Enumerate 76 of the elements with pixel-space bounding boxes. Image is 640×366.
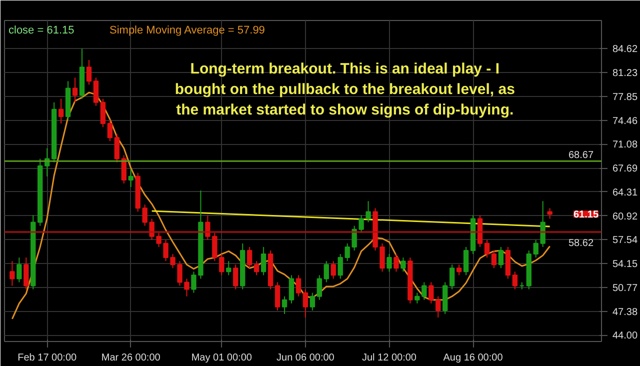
candlestick — [344, 242, 350, 262]
candlestick — [121, 154, 126, 184]
annotation: Long-term breakout. This is an ideal play - I bought on the pullback to the breakout level, as the market started to show signs of dip-buying. — [174, 60, 515, 118]
candlestick — [246, 246, 252, 269]
y-tick-label: 64.31 — [612, 187, 638, 198]
candlestick — [463, 246, 469, 276]
candlestick — [436, 296, 441, 318]
candlestick — [540, 200, 546, 248]
candlestick — [93, 77, 99, 106]
candlestick — [456, 264, 462, 276]
y-tick-label: 50.77 — [612, 282, 638, 294]
candlestick — [422, 282, 427, 300]
x-tick-label: Feb 17 00:00 — [18, 352, 77, 364]
x-tick-label: Jul 12 00:00 — [362, 352, 417, 364]
candlestick — [233, 264, 238, 290]
candlestick — [498, 246, 504, 269]
ref-line-label: 68.67 — [568, 150, 594, 162]
candlestick — [296, 274, 302, 297]
y-tick-label: 81.23 — [612, 68, 638, 79]
x-tick-label: Jun 06 00:00 — [276, 352, 335, 364]
candlestick — [491, 250, 497, 269]
candlestick — [156, 232, 162, 248]
candlestick — [24, 257, 29, 290]
candlestick — [533, 239, 538, 258]
y-tick-label: 74.46 — [612, 116, 638, 127]
candlestick — [380, 242, 385, 272]
y-tick-label: 44.00 — [612, 330, 638, 342]
candlestick — [282, 296, 288, 314]
candlestick — [114, 134, 120, 163]
candlestick — [400, 257, 406, 272]
candlestick — [128, 168, 134, 188]
y-tick-label: 54.15 — [612, 259, 638, 270]
candlestick — [324, 260, 329, 283]
candlestick — [310, 292, 316, 311]
y-tick-label: 84.62 — [612, 44, 638, 56]
y-tick-label: 67.69 — [612, 164, 638, 175]
y-tick-label: 71.08 — [612, 140, 638, 151]
candlestick — [170, 254, 176, 269]
candlestick — [163, 239, 168, 262]
candlestick — [386, 254, 392, 272]
candlestick — [302, 288, 308, 318]
x-tick-label: Mar 26 00:00 — [101, 352, 161, 364]
candlestick — [107, 119, 113, 142]
candlestick — [58, 98, 64, 124]
candlestick — [512, 271, 518, 290]
candlestick — [254, 260, 260, 276]
y-tick-label: 47.38 — [612, 306, 638, 318]
x-tick-label: May 01 00:00 — [191, 352, 252, 364]
candlestick — [219, 254, 224, 276]
candlestick — [10, 260, 15, 286]
candlestick — [260, 246, 266, 276]
candlestick — [100, 98, 106, 128]
candlestick — [316, 274, 322, 300]
candlestick — [16, 257, 22, 283]
ref-line-label: 58.62 — [568, 238, 594, 250]
candlestick — [142, 204, 148, 226]
y-tick-label: 57.54 — [612, 235, 638, 246]
candlestick — [338, 254, 343, 280]
candlestick — [547, 208, 552, 220]
candlestick — [226, 260, 232, 276]
y-tick-label: 60.92 — [612, 211, 638, 222]
candlestick — [414, 292, 420, 304]
annotation: close = 61.15 — [8, 24, 74, 36]
candlestick — [394, 254, 399, 272]
candlestick — [449, 264, 455, 290]
candlestick — [72, 77, 78, 103]
candlestick — [288, 274, 294, 304]
candlestick — [330, 260, 336, 280]
annotation: Simple Moving Average = 57.99 — [110, 24, 265, 36]
candlestick — [428, 282, 434, 304]
candlestick — [86, 60, 92, 86]
y-tick-label: 77.85 — [612, 92, 638, 103]
x-tick-label: Aug 16 00:00 — [443, 352, 504, 364]
candlestick — [149, 218, 154, 240]
candlestick — [484, 239, 490, 258]
candlestick — [274, 282, 280, 311]
